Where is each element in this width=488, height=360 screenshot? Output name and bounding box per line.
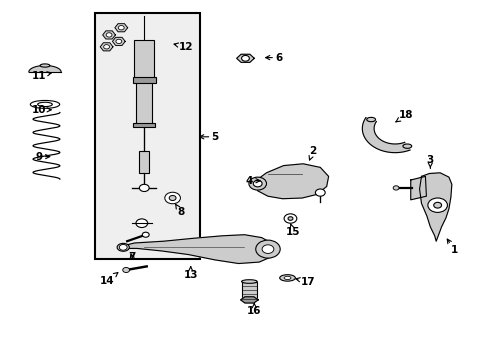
Ellipse shape (40, 64, 50, 67)
Circle shape (103, 45, 109, 49)
Text: 4: 4 (245, 176, 260, 186)
Ellipse shape (38, 102, 52, 107)
Circle shape (255, 240, 280, 258)
Circle shape (119, 244, 127, 250)
Circle shape (122, 267, 129, 273)
Text: 13: 13 (183, 267, 198, 280)
Text: 7: 7 (128, 252, 136, 262)
Text: 16: 16 (246, 303, 261, 316)
Bar (139, 151, 149, 173)
Circle shape (392, 186, 398, 190)
Bar (136, 81, 152, 126)
Text: 15: 15 (285, 224, 300, 237)
Circle shape (433, 202, 441, 208)
Text: 10: 10 (32, 105, 51, 115)
Text: 11: 11 (32, 71, 51, 81)
Circle shape (262, 245, 273, 253)
Circle shape (164, 192, 180, 204)
Circle shape (427, 198, 447, 212)
Circle shape (136, 219, 147, 228)
Text: 17: 17 (295, 276, 315, 287)
Circle shape (116, 39, 122, 44)
Circle shape (118, 26, 124, 30)
Polygon shape (112, 37, 125, 45)
Ellipse shape (30, 100, 60, 108)
Circle shape (253, 180, 262, 187)
Text: 14: 14 (100, 273, 118, 286)
Circle shape (287, 217, 292, 220)
Ellipse shape (117, 243, 129, 251)
Bar (134, 40, 154, 79)
Polygon shape (102, 31, 115, 39)
Polygon shape (362, 118, 409, 153)
Text: 5: 5 (199, 132, 218, 142)
Polygon shape (115, 24, 127, 32)
Bar (133, 123, 155, 127)
Polygon shape (100, 43, 113, 51)
Polygon shape (410, 176, 426, 200)
Circle shape (241, 55, 249, 61)
Circle shape (284, 214, 296, 223)
Text: 8: 8 (175, 204, 184, 217)
Text: 3: 3 (426, 155, 433, 168)
Bar (95, 13, 200, 259)
Text: 9: 9 (36, 152, 50, 162)
Ellipse shape (402, 144, 411, 148)
Circle shape (315, 189, 325, 196)
Polygon shape (236, 54, 254, 62)
Bar (241, 282, 257, 299)
Circle shape (142, 232, 149, 237)
Ellipse shape (366, 117, 375, 122)
Circle shape (169, 195, 176, 201)
Polygon shape (240, 297, 258, 303)
Text: 1: 1 (447, 239, 457, 255)
Ellipse shape (284, 276, 290, 279)
Ellipse shape (241, 280, 257, 283)
Text: 12: 12 (174, 42, 193, 52)
Circle shape (139, 184, 149, 192)
Text: 2: 2 (308, 146, 316, 160)
Polygon shape (254, 164, 328, 199)
Text: 6: 6 (265, 53, 282, 63)
Polygon shape (120, 235, 273, 264)
Polygon shape (29, 66, 61, 72)
Text: 18: 18 (395, 110, 412, 122)
Bar (132, 77, 156, 83)
Circle shape (106, 33, 112, 37)
Polygon shape (419, 173, 451, 241)
Ellipse shape (279, 275, 295, 281)
Circle shape (248, 177, 266, 190)
